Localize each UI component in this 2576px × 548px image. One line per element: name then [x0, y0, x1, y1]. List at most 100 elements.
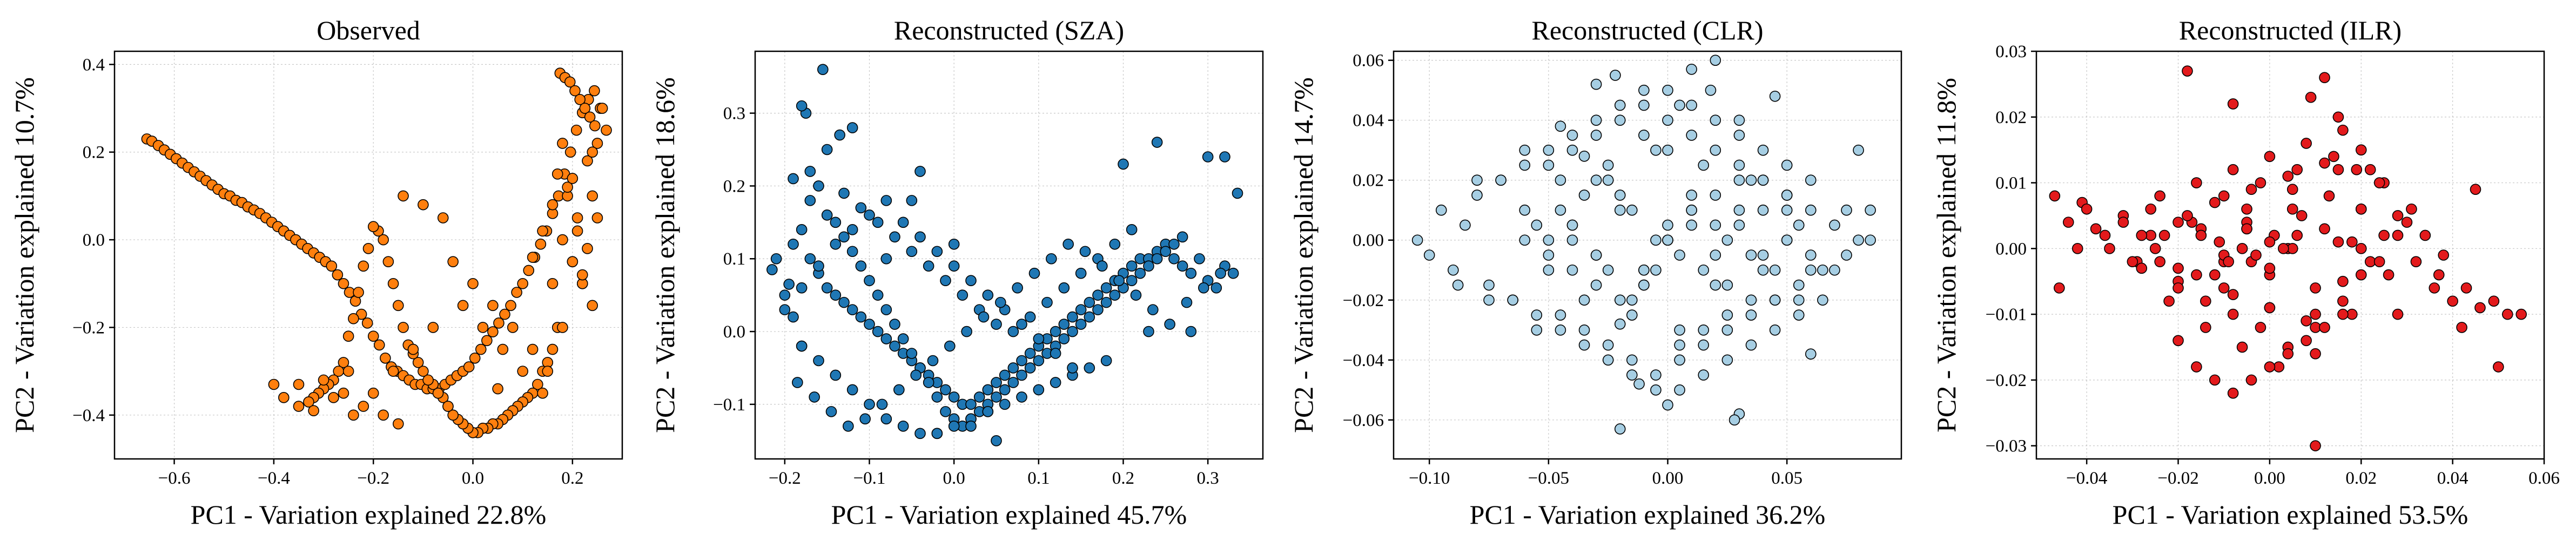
data-point: [821, 282, 833, 294]
data-point: [1793, 309, 1805, 321]
data-point: [587, 190, 598, 202]
data-point: [1710, 219, 1721, 231]
x-tick-label: 0.06: [2528, 469, 2560, 488]
data-point: [1841, 249, 1852, 261]
data-point: [2227, 98, 2239, 110]
data-point: [487, 300, 499, 312]
panel-4: −0.04 −0.02 0.00 0.02 0.04 0.06 −0.03 −0.02 −0.0…: [1931, 15, 2560, 530]
data-point: [2223, 256, 2234, 267]
data-point: [2241, 223, 2252, 235]
data-point: [2501, 308, 2513, 320]
data-point: [587, 146, 598, 158]
data-point: [1543, 249, 1555, 261]
data-point: [392, 418, 404, 430]
data-point: [957, 289, 968, 301]
data-point: [2049, 190, 2061, 202]
data-point: [2474, 302, 2486, 314]
data-point: [570, 124, 582, 136]
data-point: [1143, 260, 1154, 272]
data-point: [407, 343, 419, 355]
data-point: [1232, 187, 1243, 199]
data-point: [991, 391, 1002, 403]
plot-frame: [113, 50, 623, 460]
data-point: [523, 265, 535, 276]
data-point: [1531, 324, 1543, 336]
data-point: [537, 387, 548, 399]
data-point: [1566, 234, 1578, 246]
data-point: [2218, 190, 2230, 202]
data-point: [348, 409, 359, 421]
y-tick-label: 0.2: [83, 143, 105, 163]
data-point: [1075, 267, 1087, 279]
data-point: [1459, 219, 1471, 231]
data-point: [1109, 289, 1121, 301]
data-point: [2301, 335, 2312, 347]
data-point: [2301, 315, 2312, 327]
x-tick-label: −0.10: [1409, 469, 1450, 488]
data-point: [380, 352, 391, 364]
data-point: [1007, 326, 1019, 337]
data-point: [1423, 249, 1435, 261]
data-point: [1757, 144, 1769, 156]
data-point: [537, 225, 548, 237]
data-point: [1531, 219, 1543, 231]
data-point: [876, 398, 888, 410]
data-point: [864, 275, 875, 286]
data-point: [342, 330, 354, 342]
data-point: [1614, 318, 1626, 330]
data-point: [1686, 99, 1697, 111]
data-point: [838, 231, 850, 243]
data-point: [1590, 78, 1602, 90]
y-tick-label: −0.03: [1986, 437, 2027, 456]
data-point: [1016, 391, 1027, 403]
data-point: [338, 278, 349, 289]
data-point: [278, 392, 290, 403]
data-point: [469, 352, 481, 364]
data-point: [1686, 219, 1697, 231]
data-point: [1495, 174, 1506, 186]
data-point: [1698, 339, 1710, 351]
data-point: [1733, 114, 1745, 126]
data-point: [591, 212, 603, 224]
data-point: [2346, 236, 2358, 248]
data-point: [1215, 267, 1226, 279]
data-point: [1543, 144, 1555, 156]
data-point: [1028, 267, 1040, 279]
data-point: [378, 234, 389, 246]
data-point: [1555, 174, 1566, 186]
data-point: [830, 369, 842, 381]
data-point: [948, 238, 960, 250]
data-point: [2173, 335, 2184, 347]
data-point: [535, 238, 547, 250]
x-axis-label: PC1 - Variation explained 53.5%: [2113, 499, 2469, 530]
data-point: [940, 384, 951, 396]
data-point: [2149, 243, 2161, 254]
data-point: [1067, 311, 1078, 323]
data-point: [927, 355, 939, 367]
x-tick-label: 0.0: [462, 469, 484, 488]
data-point: [342, 366, 354, 377]
data-point: [1793, 279, 1805, 291]
data-point: [1638, 99, 1650, 111]
data-point: [2227, 164, 2239, 175]
data-point: [562, 181, 573, 193]
data-point: [505, 300, 516, 312]
data-point: [1698, 159, 1710, 171]
data-point: [940, 275, 951, 286]
data-point: [1769, 264, 1781, 276]
data-point: [1151, 137, 1163, 148]
data-point: [1194, 253, 1205, 265]
x-tick-label: −0.05: [1528, 469, 1569, 488]
y-tick-label: 0.06: [1353, 51, 1384, 71]
data-point: [973, 391, 985, 403]
data-point: [1126, 224, 1138, 235]
data-point: [2154, 190, 2165, 202]
data-point: [2191, 269, 2202, 281]
data-point: [1721, 279, 1733, 291]
data-point: [303, 396, 314, 408]
data-point: [2282, 348, 2294, 360]
data-point: [1578, 339, 1590, 351]
data-point: [2291, 229, 2303, 241]
data-point: [2392, 308, 2404, 320]
